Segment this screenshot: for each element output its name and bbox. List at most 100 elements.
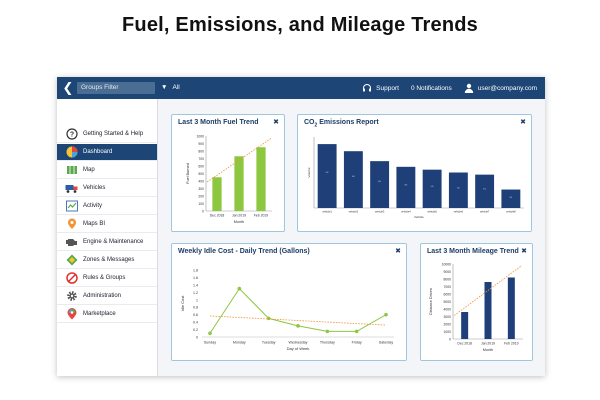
mileage-trend-card: Last 3 Month Mileage Trend ✖ 0 1000 2000 30…: [420, 243, 533, 361]
x-axis-label: Vehicle: [414, 215, 424, 219]
y-tick-label: 0.2: [193, 328, 198, 332]
sidebar: ? Getting Started & Help Dashboard Map V…: [57, 99, 158, 376]
x-tick-label: Dec 2018: [457, 341, 472, 345]
bar: [396, 166, 416, 208]
sidebar-item-maps-bi[interactable]: Maps BI: [57, 216, 157, 233]
sidebar-item-label: Administration: [83, 293, 122, 299]
y-tick-label: 1.2: [193, 291, 198, 295]
y-tick-label: 0.8: [193, 306, 198, 310]
bar-value-label: 260: [510, 197, 513, 199]
sidebar-item-marketplace[interactable]: Marketplace: [57, 306, 157, 323]
idle-cost-card: Weekly Idle Cost - Daily Trend (Gallons)…: [171, 243, 407, 361]
page-title: Fuel, Emissions, and Mileage Trends: [122, 14, 478, 36]
fuel-trend-chart: 0 100 200 300 400 500 600 700 800 900 1000 Dec 2018…: [186, 135, 272, 224]
data-point: [296, 324, 300, 328]
close-icon[interactable]: ✖: [395, 248, 401, 255]
bar-value-label: 540: [431, 186, 434, 188]
data-point: [384, 312, 388, 317]
bar: [343, 151, 363, 208]
sidebar-item-label: Marketplace: [83, 311, 116, 317]
mileage-trend-chart: 0 1000 2000 3000 4000 5000 6000 7000 8000 9000 100…: [429, 263, 523, 352]
y-axis-label: Fuel Burned: [186, 163, 190, 184]
bar: [256, 147, 266, 211]
sidebar-item-administration[interactable]: Administration: [57, 288, 157, 305]
x-tick-label: vehicle6: [454, 210, 464, 214]
close-icon[interactable]: ✖: [521, 248, 527, 255]
x-axis-label: Month: [483, 348, 494, 352]
y-tick-label: 2000: [443, 323, 451, 327]
x-tick-label: Saturday: [379, 341, 394, 345]
bar: [317, 144, 337, 208]
notifications-button[interactable]: 0 Notifications: [411, 85, 452, 92]
x-tick-label: vehicle3: [375, 210, 385, 214]
mileage-trend-title: Last 3 Month Mileage Trend: [427, 248, 519, 255]
user-label: user@company.com: [477, 84, 537, 92]
y-tick-label: 5000: [443, 300, 451, 304]
marketplace-icon: [65, 308, 78, 321]
y-tick-label: 0: [449, 338, 451, 342]
y-tick-label: 1000: [196, 135, 204, 139]
y-tick-label: 100: [198, 202, 204, 206]
bar: [370, 161, 390, 208]
dashboard-main: Last 3 Month Fuel Trend ✖ 0 100 200 300 400 5…: [158, 99, 545, 376]
y-tick-label: 800: [198, 150, 204, 154]
data-point: [266, 316, 271, 321]
y-axis-label: Idle Cost: [180, 295, 185, 312]
user-icon: [464, 83, 473, 93]
fuel-trend-title: Last 3 Month Fuel Trend: [178, 119, 259, 126]
x-tick-label: Jan 2019: [481, 341, 495, 345]
idle-cost-chart: 0 0.2 0.4 0.6 0.8 1 1.2 1.4 1.6 1.8 Sunday Monday Tu…: [180, 269, 394, 351]
all-dropdown[interactable]: ▼ All: [161, 82, 180, 94]
trend-line: [209, 315, 387, 326]
x-tick-label: Thursday: [320, 341, 335, 345]
co2-title-suffix: Emissions Report: [317, 119, 379, 126]
y-tick-label: 700: [198, 157, 204, 161]
sidebar-item-map[interactable]: Map: [57, 162, 157, 179]
gear-icon: [65, 290, 78, 303]
bar-value-label: 900: [326, 172, 329, 174]
bar: [501, 189, 521, 208]
close-icon[interactable]: ✖: [273, 119, 279, 126]
data-point: [208, 331, 212, 336]
co2-title-prefix: CO: [304, 119, 315, 126]
sidebar-item-help[interactable]: ? Getting Started & Help: [57, 126, 157, 143]
sidebar-item-dashboard[interactable]: Dashboard: [57, 144, 157, 161]
support-button[interactable]: Support: [362, 83, 399, 93]
notifications-label: 0 Notifications: [410, 84, 452, 92]
sidebar-item-zones[interactable]: Zones & Messages: [57, 252, 157, 269]
x-tick-label: Jan 2019: [232, 213, 246, 217]
sidebar-item-label: Engine & Maintenance: [83, 239, 144, 245]
y-tick-label: 0: [202, 210, 204, 214]
sidebar-item-label: Rules & Groups: [83, 275, 126, 281]
x-tick-label: Feb 2019: [504, 341, 518, 345]
sidebar-item-vehicles[interactable]: Vehicles: [57, 180, 157, 197]
data-point: [325, 329, 330, 334]
bar: [422, 169, 442, 208]
sidebar-item-rules[interactable]: Rules & Groups: [57, 270, 157, 287]
top-right-menu: Support 0 Notifications user@company.com: [362, 77, 537, 99]
user-menu[interactable]: user@company.com: [464, 83, 537, 93]
sidebar-item-activity[interactable]: Activity: [57, 198, 157, 215]
bar-value-label: 580: [405, 184, 408, 186]
x-axis-label: Day of Week: [287, 346, 310, 351]
x-tick-label: vehicle8: [506, 210, 516, 214]
y-tick-label: 4000: [443, 308, 451, 312]
all-dropdown-label: All: [172, 84, 180, 91]
close-icon[interactable]: ✖: [520, 119, 526, 126]
sidebar-item-label: Dashboard: [83, 149, 113, 155]
activity-icon: [65, 200, 78, 213]
y-tick-label: 500: [198, 172, 204, 176]
y-tick-label: 600: [198, 165, 204, 169]
y-tick-label: 9000: [443, 270, 451, 274]
groups-filter-input[interactable]: Groups Filter: [77, 82, 155, 94]
bar: [484, 282, 492, 339]
svg-text:?: ?: [69, 132, 73, 139]
y-tick-label: 0.4: [193, 321, 198, 325]
y-tick-label: 1.6: [193, 276, 198, 280]
back-chevron-icon[interactable]: ❮: [62, 80, 74, 95]
co2-title-sub: 2: [314, 122, 318, 129]
sidebar-item-engine[interactable]: Engine & Maintenance: [57, 234, 157, 251]
x-tick-label: vehicle7: [480, 210, 490, 214]
headset-icon: [363, 84, 372, 92]
y-tick-label: 1: [196, 298, 198, 302]
